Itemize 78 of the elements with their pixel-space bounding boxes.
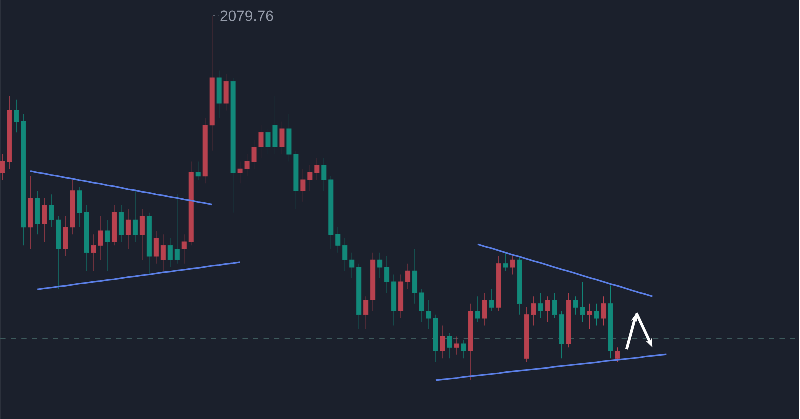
candlestick [615,347,620,362]
candlestick [538,292,544,319]
candlestick [531,296,536,326]
candlestick [84,205,90,272]
candlestick [174,194,180,264]
candlestick [468,303,474,380]
candlestick [420,288,425,322]
candlestick [503,252,508,272]
candlestick [42,198,48,242]
candlestick [168,238,173,268]
candlestick [364,296,369,330]
candlestick [154,230,159,264]
candlestick [517,256,522,315]
candlestick [587,303,592,330]
candlestick [384,256,390,294]
candlestick [378,252,383,278]
candlestick [70,180,76,235]
candlestick [496,256,502,312]
candlestick [322,158,327,191]
candlestick [230,77,236,213]
candlestick [434,314,439,362]
candlestick [210,16,215,151]
candlestick [461,340,466,359]
candlestick [188,161,194,246]
candlestick [160,234,166,272]
candlestick [392,274,397,326]
candlestick [35,190,40,235]
candlestick [196,161,201,180]
candlestick [314,158,320,180]
candlestick [77,186,82,228]
candlestick [524,307,530,362]
candlestick [49,194,54,228]
candlestick [63,216,68,257]
candlestick [140,208,145,260]
candlestick [601,296,606,326]
candlestick [104,220,110,272]
candlestick [475,296,480,322]
candlestick [454,336,460,355]
candlestick [118,205,124,242]
candlestick [594,303,600,326]
candlestick [398,274,404,319]
candlestick [482,292,488,326]
candlestick [406,263,411,290]
candlestick [56,216,62,290]
candlestick [342,238,348,272]
candlestick [356,263,362,330]
annotation: 2079.76 [220,10,274,22]
candlestick [328,176,334,250]
candlestick [566,292,572,348]
candlestick [98,216,103,260]
candlestick [510,256,516,275]
candlestick [224,74,229,111]
candlestick [91,234,96,272]
candlestick [21,114,26,246]
candlestick [216,70,222,118]
candlestick [0,154,6,180]
candlestick [412,248,418,304]
candlestick [426,300,432,330]
candlestick [14,99,20,133]
candlestick [489,288,494,312]
candlestick [559,310,564,359]
candlestick [370,252,376,312]
candlestick [552,292,558,319]
candlestick [112,205,117,246]
candlestick [182,234,187,264]
candlestick [350,252,355,278]
candlestick [7,96,12,170]
candlestick [202,118,208,184]
candlestick [132,190,138,242]
candlestick [280,121,285,155]
candlestick [608,285,614,359]
candlestick [545,296,550,322]
candlestick [28,176,34,250]
candlestick [447,332,452,359]
candlestick [126,208,131,250]
candlestick [146,212,152,275]
candlestick [440,325,446,359]
candlestick [336,226,341,253]
